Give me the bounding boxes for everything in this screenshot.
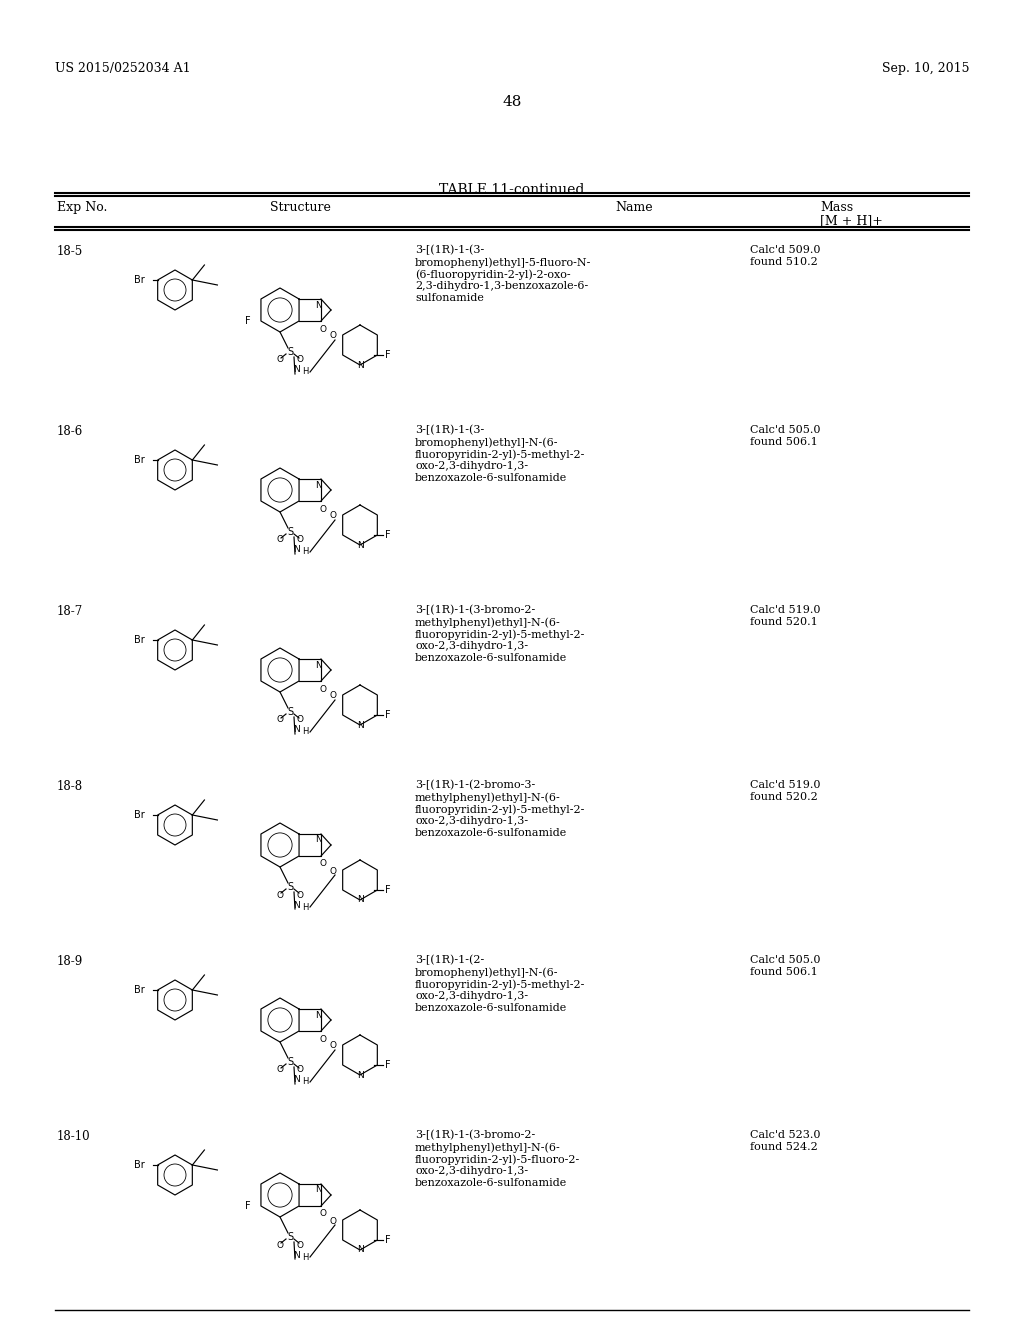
Text: F: F [385,1060,391,1071]
Text: O: O [330,692,337,701]
Text: O: O [297,1065,303,1074]
Text: N: N [314,301,322,309]
Text: H: H [302,367,308,376]
Text: O: O [276,715,284,725]
Text: O: O [319,325,327,334]
Text: N: N [314,836,322,845]
Text: 3-[(1R)-1-(3-bromo-2-
methylphenyl)ethyl]-N-(6-
fluoropyridin-2-yl)-5-fluoro-2-
: 3-[(1R)-1-(3-bromo-2- methylphenyl)ethyl… [415,1130,581,1188]
Text: N: N [356,540,364,549]
Text: N: N [294,545,300,554]
Text: F: F [385,531,391,540]
Text: N: N [294,900,300,909]
Text: O: O [330,331,337,341]
Text: O: O [297,1241,303,1250]
Text: F: F [385,1236,391,1245]
Text: H: H [302,548,308,557]
Text: 18-7: 18-7 [57,605,83,618]
Text: S: S [287,1232,293,1242]
Text: N: N [314,660,322,669]
Text: O: O [276,891,284,899]
Text: F: F [385,350,391,360]
Text: H: H [302,727,308,737]
Text: N: N [294,726,300,734]
Text: Name: Name [615,201,652,214]
Text: O: O [319,1035,327,1044]
Text: O: O [276,536,284,544]
Text: O: O [276,355,284,364]
Text: S: S [287,882,293,892]
Text: O: O [319,1209,327,1218]
Text: N: N [356,1071,364,1080]
Text: Calc'd 509.0
found 510.2: Calc'd 509.0 found 510.2 [750,246,820,267]
Text: Calc'd 523.0
found 524.2: Calc'd 523.0 found 524.2 [750,1130,820,1151]
Text: S: S [287,1057,293,1067]
Text: 3-[(1R)-1-(3-bromo-2-
methylphenyl)ethyl]-N-(6-
fluoropyridin-2-yl)-5-methyl-2-
: 3-[(1R)-1-(3-bromo-2- methylphenyl)ethyl… [415,605,586,663]
Text: O: O [330,866,337,875]
Text: N: N [294,1250,300,1259]
Text: 18-9: 18-9 [57,954,83,968]
Text: O: O [297,715,303,725]
Text: 3-[(1R)-1-(3-
bromophenyl)ethyl]-N-(6-
fluoropyridin-2-yl)-5-methyl-2-
oxo-2,3-d: 3-[(1R)-1-(3- bromophenyl)ethyl]-N-(6- f… [415,425,586,483]
Text: O: O [297,891,303,899]
Text: Br: Br [134,275,145,285]
Text: N: N [356,721,364,730]
Text: O: O [319,504,327,513]
Text: O: O [330,511,337,520]
Text: N: N [294,366,300,375]
Text: Sep. 10, 2015: Sep. 10, 2015 [882,62,969,75]
Text: O: O [330,1041,337,1051]
Text: N: N [356,1246,364,1254]
Text: O: O [276,1241,284,1250]
Text: 3-[(1R)-1-(2-bromo-3-
methylphenyl)ethyl]-N-(6-
fluoropyridin-2-yl)-5-methyl-2-
: 3-[(1R)-1-(2-bromo-3- methylphenyl)ethyl… [415,780,586,838]
Text: N: N [314,480,322,490]
Text: Exp No.: Exp No. [57,201,108,214]
Text: S: S [287,708,293,717]
Text: [M + H]+: [M + H]+ [820,214,883,227]
Text: 18-6: 18-6 [57,425,83,438]
Text: O: O [330,1217,337,1225]
Text: O: O [276,1065,284,1074]
Text: N: N [314,1011,322,1019]
Text: 18-8: 18-8 [57,780,83,793]
Text: Calc'd 519.0
found 520.1: Calc'd 519.0 found 520.1 [750,605,820,627]
Text: N: N [314,1185,322,1195]
Text: US 2015/0252034 A1: US 2015/0252034 A1 [55,62,190,75]
Text: H: H [302,903,308,912]
Text: Calc'd 505.0
found 506.1: Calc'd 505.0 found 506.1 [750,425,820,446]
Text: S: S [287,347,293,356]
Text: N: N [294,1076,300,1085]
Text: Br: Br [134,455,145,465]
Text: N: N [356,360,364,370]
Text: Mass: Mass [820,201,853,214]
Text: 48: 48 [503,95,521,110]
Text: Br: Br [134,635,145,645]
Text: Br: Br [134,1160,145,1170]
Text: F: F [245,1201,251,1210]
Text: 18-10: 18-10 [57,1130,91,1143]
Text: H: H [302,1253,308,1262]
Text: O: O [297,355,303,364]
Text: O: O [319,859,327,869]
Text: 3-[(1R)-1-(3-
bromophenyl)ethyl]-5-fluoro-N-
(6-fluoropyridin-2-yl)-2-oxo-
2,3-d: 3-[(1R)-1-(3- bromophenyl)ethyl]-5-fluor… [415,246,592,304]
Text: Br: Br [134,985,145,995]
Text: Br: Br [134,810,145,820]
Text: 18-5: 18-5 [57,246,83,257]
Text: O: O [319,685,327,693]
Text: H: H [302,1077,308,1086]
Text: TABLE 11-continued: TABLE 11-continued [439,183,585,197]
Text: 3-[(1R)-1-(2-
bromophenyl)ethyl]-N-(6-
fluoropyridin-2-yl)-5-methyl-2-
oxo-2,3-d: 3-[(1R)-1-(2- bromophenyl)ethyl]-N-(6- f… [415,954,586,1012]
Text: F: F [385,884,391,895]
Text: S: S [287,527,293,537]
Text: O: O [297,536,303,544]
Text: F: F [385,710,391,719]
Text: F: F [245,315,251,326]
Text: Structure: Structure [269,201,331,214]
Text: Calc'd 519.0
found 520.2: Calc'd 519.0 found 520.2 [750,780,820,801]
Text: N: N [356,895,364,904]
Text: Calc'd 505.0
found 506.1: Calc'd 505.0 found 506.1 [750,954,820,977]
